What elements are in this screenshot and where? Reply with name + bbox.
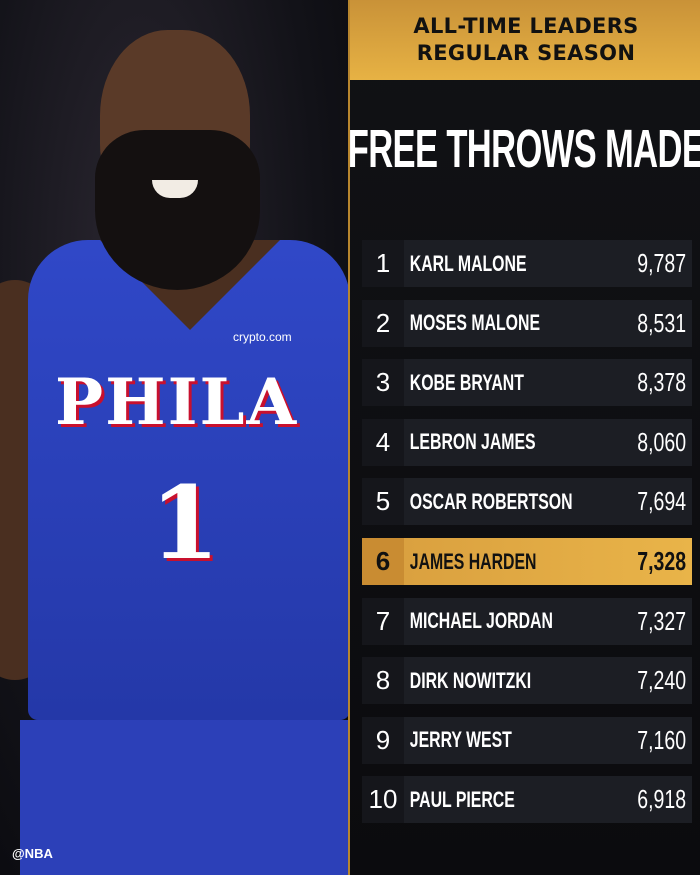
player-smile — [152, 180, 198, 198]
leader-rank: 3 — [362, 359, 404, 407]
leader-row: 5 OSCAR ROBERTSON 7,694 — [362, 478, 692, 526]
leader-rank: 6 — [362, 538, 404, 585]
leader-row: 1 KARL MALONE 9,787 — [362, 240, 692, 287]
leader-rank: 9 — [362, 716, 404, 764]
leader-row: 6 JAMES HARDEN 7,328 — [362, 538, 692, 585]
leader-value: 7,694 — [637, 486, 686, 517]
player-photo: crypto.com PHILA 1 @NBA — [0, 0, 350, 875]
leader-rank: 8 — [362, 657, 404, 705]
header-line2: REGULAR SEASON — [416, 41, 636, 65]
leader-value: 8,060 — [637, 426, 686, 457]
leader-name: DIRK NOWITZKI — [409, 667, 532, 693]
leader-name: MOSES MALONE — [409, 310, 541, 336]
leader-row: 7 MICHAEL JORDAN 7,327 — [362, 597, 692, 645]
leader-name: PAUL PIERCE — [409, 786, 515, 812]
leader-value: 9,787 — [637, 248, 686, 278]
header-line1: ALL-TIME LEADERS — [413, 14, 639, 38]
leader-name: KARL MALONE — [409, 250, 527, 276]
header-banner: ALL-TIME LEADERS REGULAR SEASON — [350, 0, 700, 80]
nba-watermark: @NBA — [12, 846, 53, 861]
leader-value: 8,378 — [637, 367, 686, 398]
leader-rank: 1 — [362, 240, 404, 287]
leader-name: KOBE BRYANT — [409, 369, 524, 395]
player-shorts — [20, 720, 350, 875]
leader-row: 10 PAUL PIERCE 6,918 — [362, 776, 692, 824]
leader-row: 3 KOBE BRYANT 8,378 — [362, 359, 692, 407]
jersey-number: 1 — [150, 464, 220, 582]
leader-rank: 5 — [362, 478, 404, 526]
player-beard — [95, 130, 260, 290]
leader-row: 8 DIRK NOWITZKI 7,240 — [362, 657, 692, 705]
leader-rank: 2 — [362, 299, 404, 347]
leader-name: MICHAEL JORDAN — [409, 608, 553, 634]
leader-value: 7,160 — [637, 724, 686, 755]
stat-title: FREE THROWS MADE — [347, 119, 700, 179]
leader-rank: 10 — [362, 776, 404, 824]
leader-value: 8,531 — [637, 307, 686, 338]
leader-value: 7,240 — [637, 665, 686, 696]
leader-rank: 4 — [362, 418, 404, 466]
leader-name: LEBRON JAMES — [409, 429, 536, 455]
jersey-text: PHILA — [55, 365, 299, 440]
leader-value: 7,328 — [637, 546, 686, 576]
leader-name: JERRY WEST — [409, 727, 512, 753]
leader-row: 2 MOSES MALONE 8,531 — [362, 299, 692, 347]
leaders-panel: ALL-TIME LEADERS REGULAR SEASON FREE THR… — [348, 0, 700, 875]
leader-row: 9 JERRY WEST 7,160 — [362, 716, 692, 764]
leader-row: 4 LEBRON JAMES 8,060 — [362, 418, 692, 466]
leader-rank: 7 — [362, 597, 404, 645]
jersey-sponsor: crypto.com — [233, 330, 292, 344]
leader-name: OSCAR ROBERTSON — [409, 488, 573, 514]
leader-value: 6,918 — [637, 784, 686, 815]
leader-value: 7,327 — [637, 605, 686, 636]
leader-name: JAMES HARDEN — [409, 548, 537, 574]
